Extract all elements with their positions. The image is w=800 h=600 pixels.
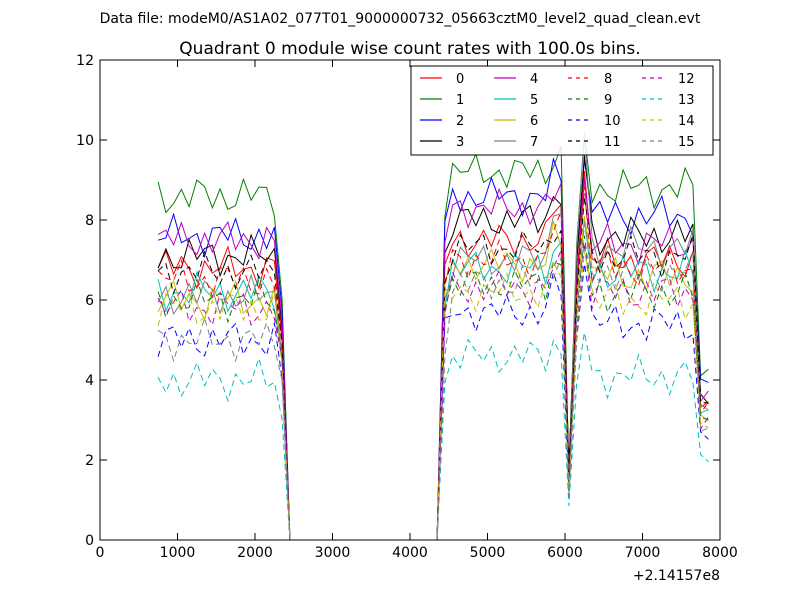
legend-label-10: 10	[604, 114, 621, 129]
legend-label-15: 15	[678, 135, 695, 150]
series-line-12	[157, 243, 709, 541]
x-tick-label: 6000	[547, 545, 583, 561]
series-line-9	[157, 235, 709, 541]
legend-label-1: 1	[456, 93, 464, 108]
y-tick-label: 12	[76, 53, 94, 69]
legend-label-3: 3	[456, 135, 464, 150]
y-tick-label: 8	[85, 213, 94, 229]
chart-suptitle: Data file: modeM0/AS1A02_077T01_90000007…	[100, 11, 701, 27]
series-line-7	[157, 134, 709, 541]
series-line-8	[157, 186, 709, 541]
legend-label-2: 2	[456, 114, 464, 129]
series-layer	[157, 133, 709, 541]
series-line-3	[157, 155, 709, 541]
series-line-5	[157, 218, 709, 541]
x-axis: 0 1000 2000 3000 4000 5000 6000 7000 8000	[96, 60, 738, 561]
x-tick-label: 8000	[702, 545, 738, 561]
x-tick-label: 4000	[392, 545, 428, 561]
x-tick-label: 7000	[625, 545, 661, 561]
series-line-14	[157, 250, 709, 541]
chart-title: Quadrant 0 module wise count rates with …	[179, 39, 640, 59]
y-tick-label: 0	[85, 533, 94, 549]
legend-label-14: 14	[678, 114, 695, 129]
y-tick-label: 6	[85, 293, 94, 309]
legend-label-8: 8	[604, 72, 612, 87]
y-tick-label: 2	[85, 453, 94, 469]
legend-box	[410, 65, 714, 156]
series-line-13	[157, 332, 709, 541]
series-line-11	[157, 196, 709, 541]
x-offset-label: +2.14157e8	[633, 568, 720, 584]
series-line-1	[157, 133, 709, 541]
series-line-4	[157, 178, 709, 541]
legend-label-13: 13	[678, 93, 695, 108]
series-line-15	[157, 223, 709, 541]
x-tick-label: 1000	[160, 545, 196, 561]
y-tick-label: 10	[76, 133, 94, 149]
series-line-2	[157, 156, 709, 541]
series-line-10	[157, 263, 709, 541]
x-tick-label: 5000	[470, 545, 506, 561]
legend-label-5: 5	[530, 93, 538, 108]
legend-label-9: 9	[604, 93, 612, 108]
legend-label-6: 6	[530, 114, 538, 129]
legend-label-11: 11	[604, 135, 621, 150]
legend-label-0: 0	[456, 72, 464, 87]
legend-label-4: 4	[530, 72, 538, 87]
legend-label-12: 12	[678, 72, 695, 87]
y-tick-label: 4	[85, 373, 94, 389]
x-tick-label: 0	[96, 545, 105, 561]
x-tick-label: 2000	[237, 545, 273, 561]
series-line-0	[157, 170, 709, 541]
x-tick-label: 3000	[315, 545, 351, 561]
legend-label-7: 7	[530, 135, 538, 150]
